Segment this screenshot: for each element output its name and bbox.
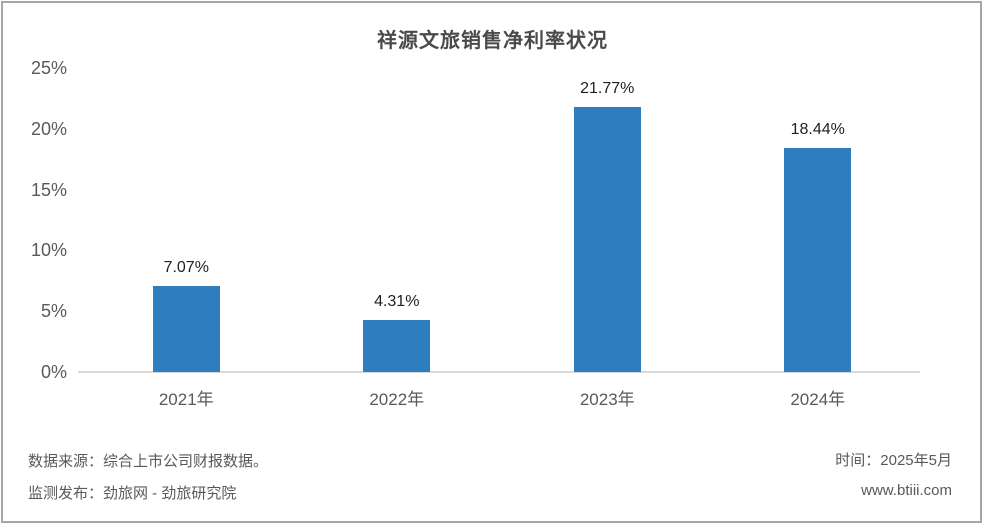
x-axis-category-label: 2023年 <box>579 390 635 409</box>
y-axis-tick-label: 25% <box>30 58 67 78</box>
bar-value-label: 21.77% <box>580 80 635 98</box>
footer-meta-block: 时间：2025年5月 www.btiii.com <box>835 446 952 506</box>
x-axis-category-label: 2024年 <box>790 390 846 409</box>
y-axis-tick-label: 20% <box>30 118 67 139</box>
y-axis-tick-label: 5% <box>40 301 67 322</box>
publisher-label: 监测发布：劲旅网 - 劲旅研究院 <box>28 485 237 502</box>
bar-value-label: 18.44% <box>790 120 845 138</box>
x-axis-category-label: 2022年 <box>369 390 425 409</box>
y-axis-tick-label: 15% <box>30 179 67 200</box>
footer-source-block: 数据来源：综合上市公司财报数据。 监测发布：劲旅网 - 劲旅研究院 <box>28 446 268 510</box>
x-axis-category-label: 2021年 <box>158 390 214 409</box>
bar-value-label: 7.07% <box>163 259 209 277</box>
data-source-label: 数据来源：综合上市公司财报数据。 <box>28 453 269 470</box>
bar-2022年 <box>363 319 431 372</box>
bar-2024年 <box>784 147 852 372</box>
bar-2021年 <box>152 286 220 372</box>
bar-value-label: 4.31% <box>374 292 420 310</box>
time-label: 时间：2025年5月 <box>835 452 952 469</box>
bar-2023年 <box>573 107 641 372</box>
x-axis-line <box>78 371 920 373</box>
y-axis-tick-label: 10% <box>30 240 67 261</box>
website-label: www.btiii.com <box>861 482 952 499</box>
chart-title: 祥源文旅销售净利率状况 <box>377 30 608 52</box>
y-axis-tick-label: 0% <box>40 362 67 382</box>
